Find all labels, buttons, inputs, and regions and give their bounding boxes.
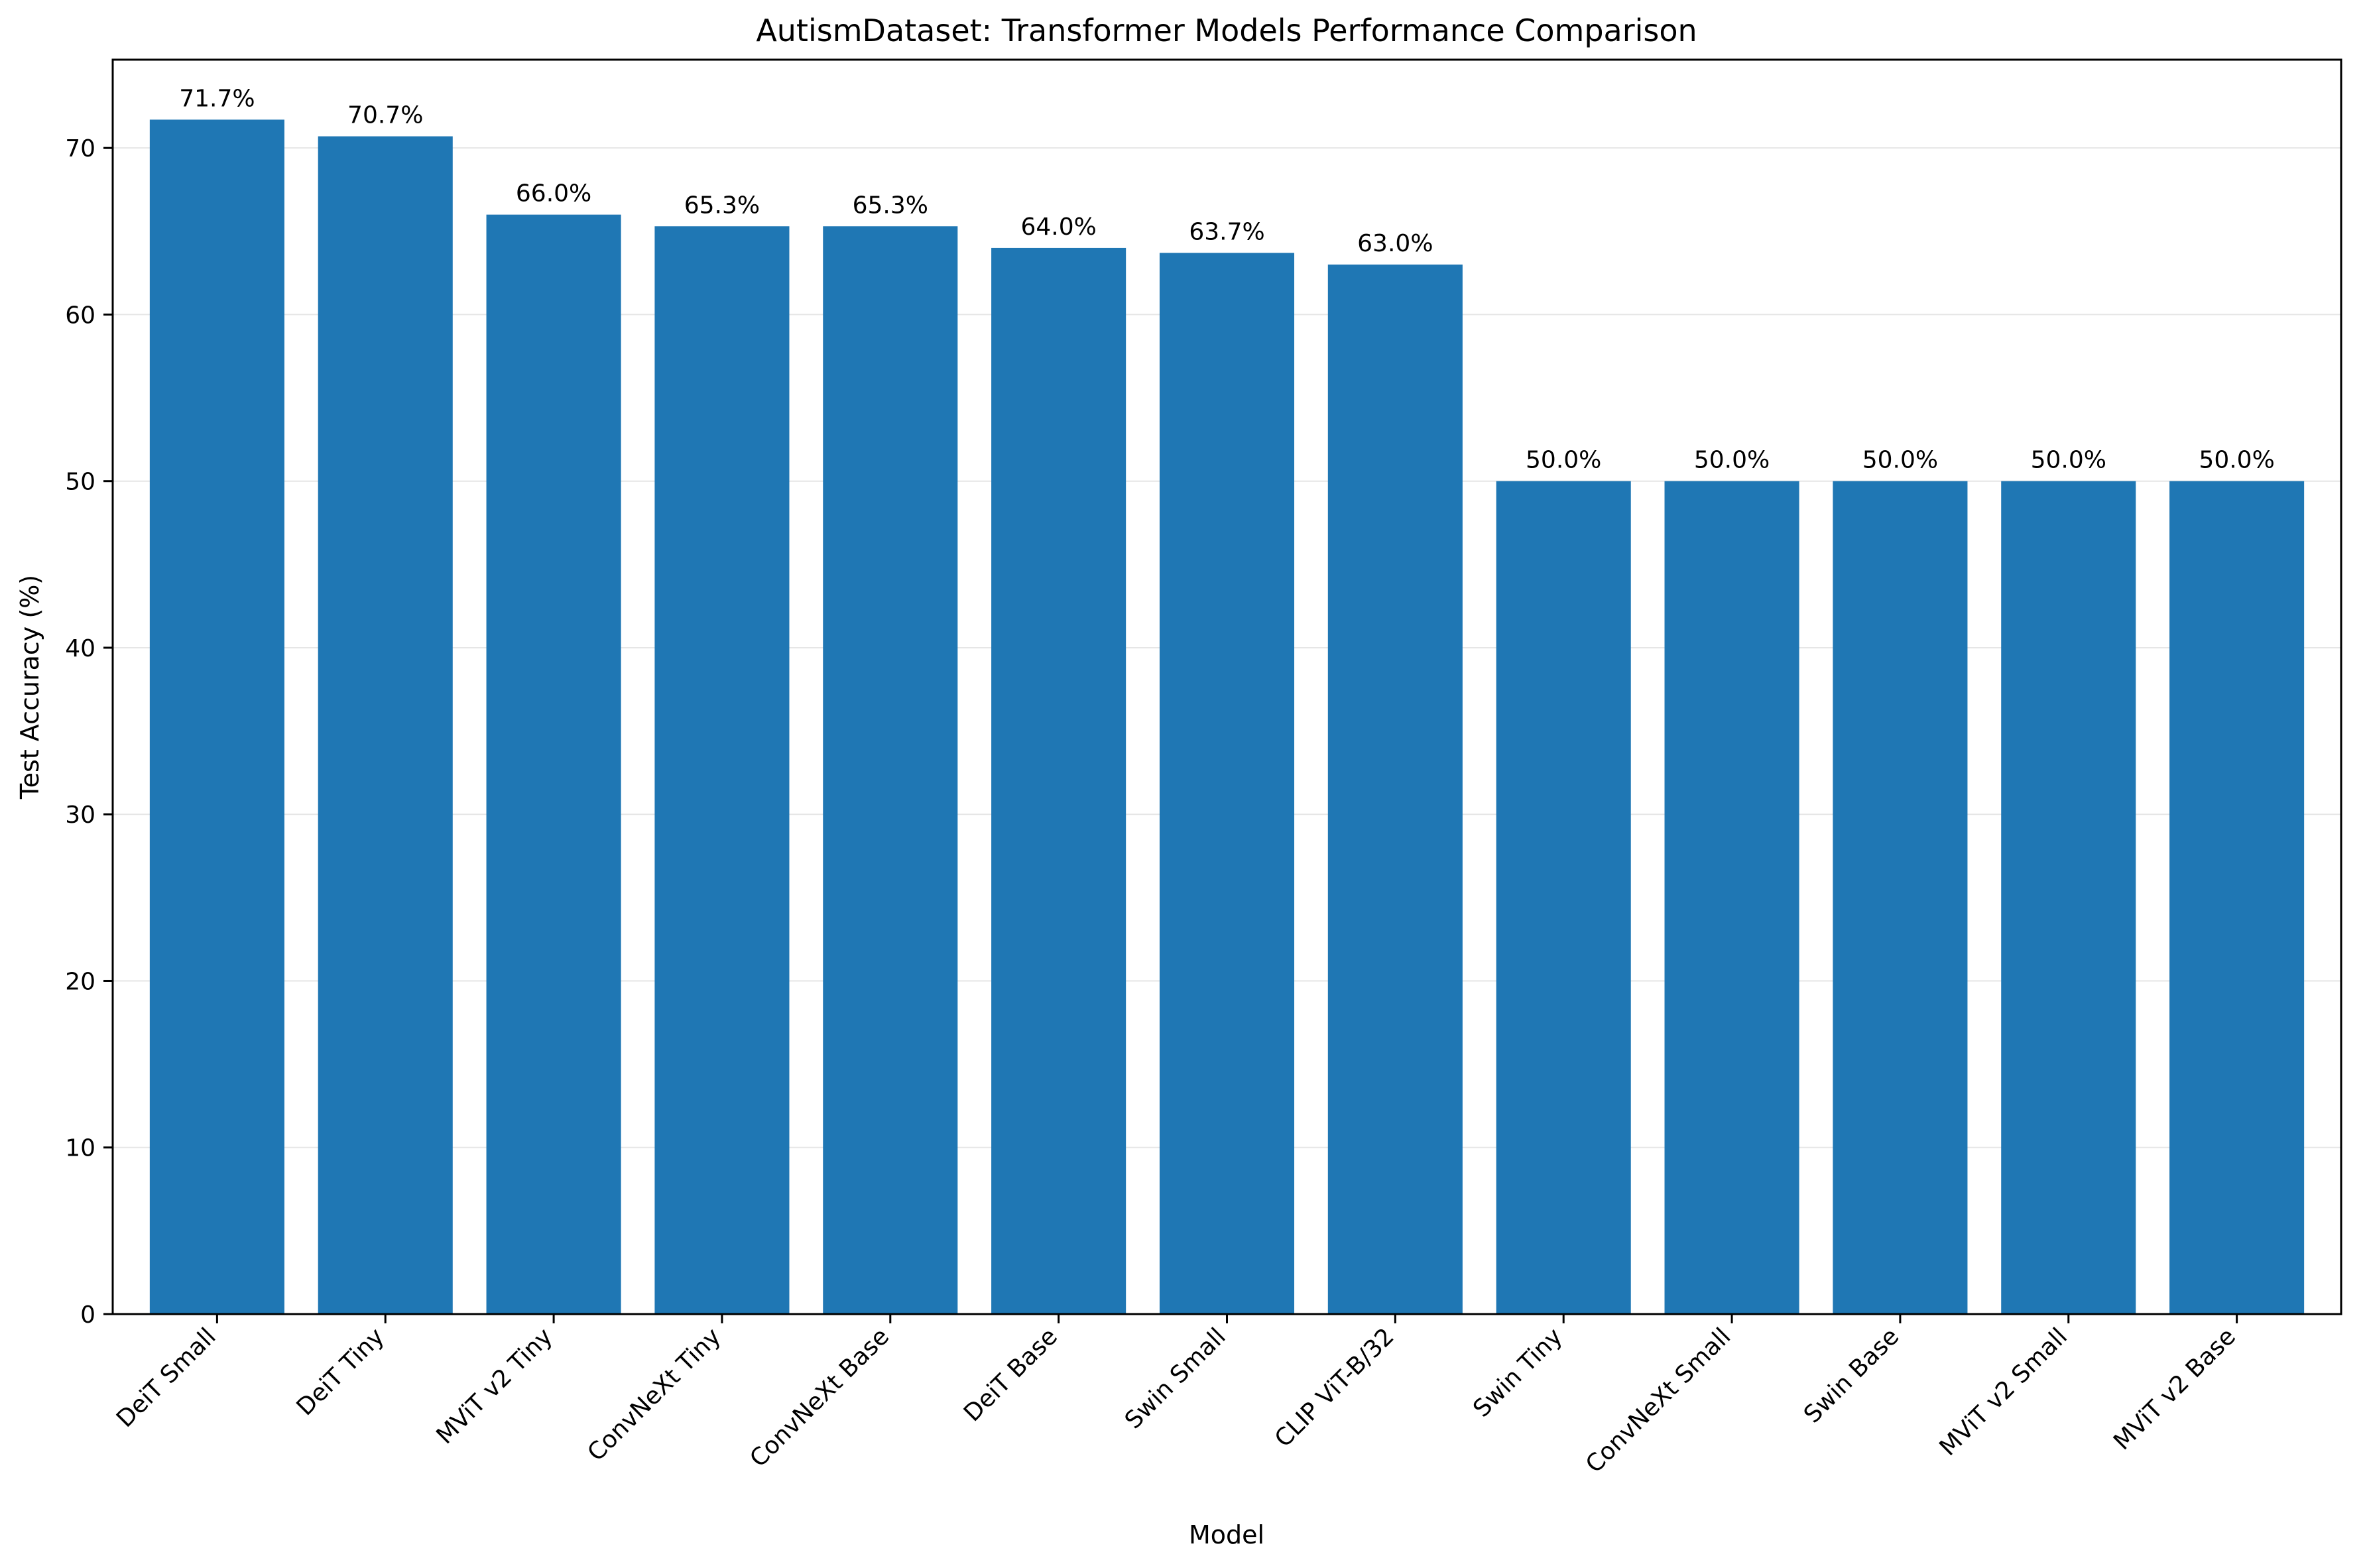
bar-value-labels: 71.7% 70.7% 66.0% 65.3% 65.3% 64.0% 63.7% 63.0%… bbox=[179, 85, 2275, 473]
bar bbox=[318, 136, 453, 1315]
bar-value-label: 50.0% bbox=[1526, 447, 1601, 474]
bar-value-label: 66.0% bbox=[516, 180, 591, 208]
bar-value-label: 50.0% bbox=[2199, 447, 2274, 474]
bar-value-label: 64.0% bbox=[1020, 213, 1096, 241]
y-axis-ticks: 0 10 20 30 40 50 60 70 bbox=[65, 135, 113, 1329]
bar-value-label: 70.7% bbox=[347, 102, 423, 129]
bar bbox=[1664, 481, 1799, 1314]
bar-value-label: 50.0% bbox=[2031, 447, 2106, 474]
bar-value-label: 50.0% bbox=[1694, 447, 1770, 474]
bar bbox=[2001, 481, 2136, 1314]
bar bbox=[1496, 481, 1631, 1314]
bar bbox=[486, 214, 621, 1314]
bar bbox=[2169, 481, 2305, 1314]
bar bbox=[991, 247, 1126, 1314]
bar-value-label: 50.0% bbox=[1862, 447, 1938, 474]
x-axis-label: Model bbox=[1189, 1520, 1264, 1549]
bar-value-label: 63.7% bbox=[1189, 218, 1264, 245]
y-tick-label: 40 bbox=[65, 635, 95, 662]
y-tick-label: 20 bbox=[65, 968, 95, 995]
bar bbox=[149, 119, 284, 1314]
y-tick-label: 50 bbox=[65, 469, 95, 496]
bar-value-label: 63.0% bbox=[1357, 230, 1433, 257]
bar-value-label: 65.3% bbox=[684, 192, 760, 219]
y-axis-label: Test Accuracy (%) bbox=[15, 575, 44, 800]
y-tick-label: 10 bbox=[65, 1135, 95, 1162]
y-tick-label: 0 bbox=[80, 1301, 95, 1329]
bar bbox=[654, 226, 790, 1315]
bar bbox=[1159, 253, 1295, 1314]
y-tick-label: 70 bbox=[65, 135, 95, 162]
bar bbox=[1833, 481, 1968, 1314]
y-tick-label: 60 bbox=[65, 302, 95, 329]
bar bbox=[823, 226, 958, 1315]
bars bbox=[149, 119, 2305, 1315]
bar-value-label: 65.3% bbox=[853, 192, 928, 219]
bar bbox=[1327, 265, 1463, 1315]
y-tick-label: 30 bbox=[65, 802, 95, 829]
bar-value-label: 71.7% bbox=[179, 85, 255, 112]
chart-title: AutismDataset: Transformer Models Perfor… bbox=[756, 13, 1697, 48]
